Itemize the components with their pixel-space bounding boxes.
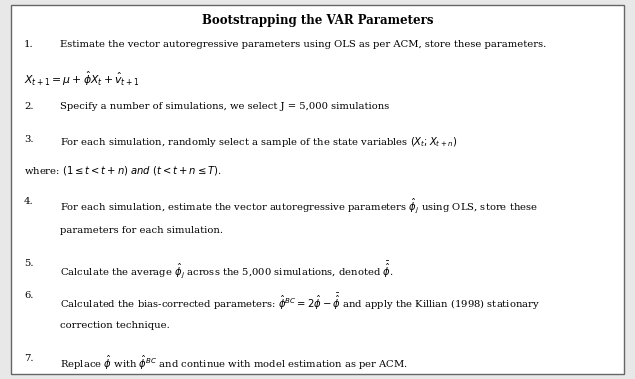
Text: 7.: 7. [24,354,34,363]
Text: Specify a number of simulations, we select J = 5,000 simulations: Specify a number of simulations, we sele… [60,102,390,111]
Text: Estimate the vector autoregressive parameters using OLS as per ACM, store these : Estimate the vector autoregressive param… [60,40,547,49]
Text: For each simulation, randomly select a sample of the state variables $(X_t; X_{t: For each simulation, randomly select a s… [60,135,457,149]
Text: Bootstrapping the VAR Parameters: Bootstrapping the VAR Parameters [202,14,433,27]
Text: Calculate the average $\hat{\phi}_j$ across the 5,000 simulations, denoted $\bar: Calculate the average $\hat{\phi}_j$ acr… [60,259,394,280]
Text: For each simulation, estimate the vector autoregressive parameters $\hat{\phi}_j: For each simulation, estimate the vector… [60,197,538,215]
Text: $X_{t+1} = \mu + \hat{\phi}X_t + \hat{v}_{t+1}$: $X_{t+1} = \mu + \hat{\phi}X_t + \hat{v}… [24,69,139,88]
Text: correction technique.: correction technique. [60,321,170,330]
Text: 5.: 5. [24,259,34,268]
Text: where: $(1 \leq t < t+n)$ $\mathit{and}$ $(t < t+n \leq T)$.: where: $(1 \leq t < t+n)$ $\mathit{and}$… [24,164,222,177]
Text: 2.: 2. [24,102,34,111]
Text: 3.: 3. [24,135,34,144]
Text: 1.: 1. [24,40,34,49]
Text: parameters for each simulation.: parameters for each simulation. [60,226,224,235]
Text: 4.: 4. [24,197,34,206]
Text: Calculated the bias-corrected parameters: $\hat{\phi}^{BC} = 2\hat{\phi} - \bar{: Calculated the bias-corrected parameters… [60,291,540,312]
Text: 6.: 6. [24,291,34,301]
Text: Replace $\hat{\phi}$ with $\hat{\phi}^{BC}$ and continue with model estimation a: Replace $\hat{\phi}$ with $\hat{\phi}^{B… [60,354,408,372]
